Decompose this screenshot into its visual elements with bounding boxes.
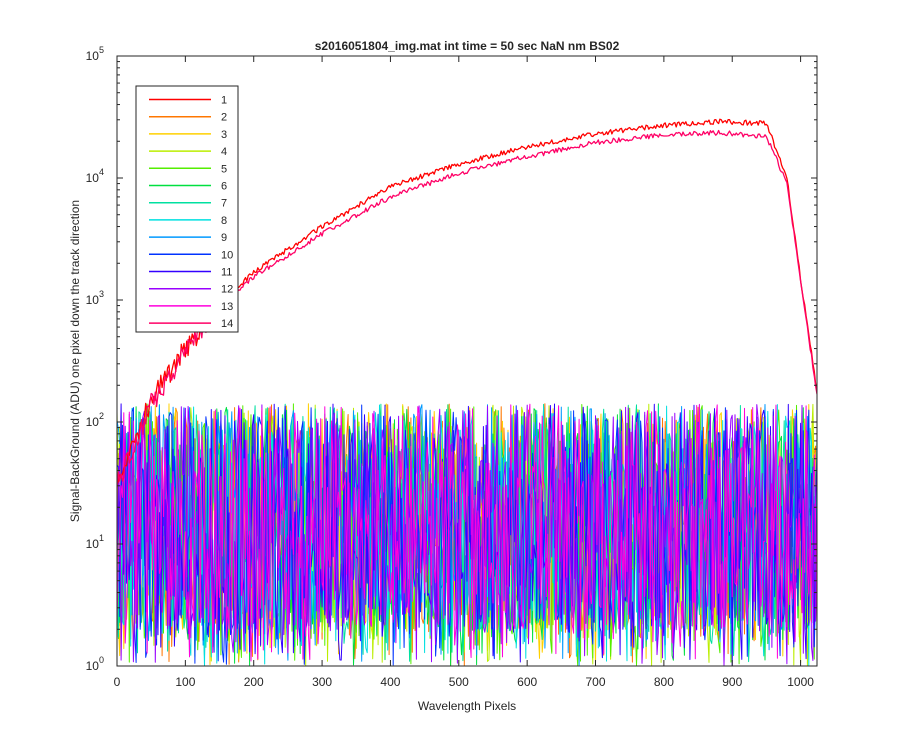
x-tick-label: 200 [244, 675, 264, 689]
x-tick-label: 600 [517, 675, 537, 689]
legend-box [135, 85, 239, 333]
y-axis-label: Signal-BackGround (ADU) one pixel down t… [68, 200, 82, 522]
x-tick-label: 500 [449, 675, 469, 689]
legend-label-2: 2 [221, 112, 227, 124]
x-tick-label: 700 [586, 675, 606, 689]
x-tick-label: 300 [312, 675, 332, 689]
x-tick-label: 800 [654, 675, 674, 689]
x-tick-label: 1000 [787, 675, 814, 689]
x-axis-label: Wavelength Pixels [418, 699, 516, 713]
x-tick-label: 0 [114, 675, 121, 689]
legend-label-5: 5 [221, 163, 227, 175]
legend-label-11: 11 [221, 267, 232, 279]
chart-title: s2016051804_img.mat int time = 50 sec Na… [315, 39, 620, 53]
x-tick-label: 400 [380, 675, 400, 689]
series-line-13 [117, 403, 817, 662]
legend-label-14: 14 [221, 318, 233, 330]
legend-label-3: 3 [221, 129, 227, 141]
legend-label-9: 9 [221, 232, 227, 244]
legend-label-13: 13 [221, 301, 233, 313]
legend-label-12: 12 [221, 284, 233, 296]
legend-label-4: 4 [221, 146, 227, 158]
legend-label-8: 8 [221, 215, 227, 227]
x-tick-label: 100 [175, 675, 195, 689]
legend-label-10: 10 [221, 249, 233, 261]
plot-frame [116, 55, 818, 667]
legend-label-6: 6 [221, 181, 227, 193]
x-tick-label: 900 [722, 675, 742, 689]
legend-label-7: 7 [221, 198, 227, 210]
legend-label-1: 1 [221, 95, 227, 107]
